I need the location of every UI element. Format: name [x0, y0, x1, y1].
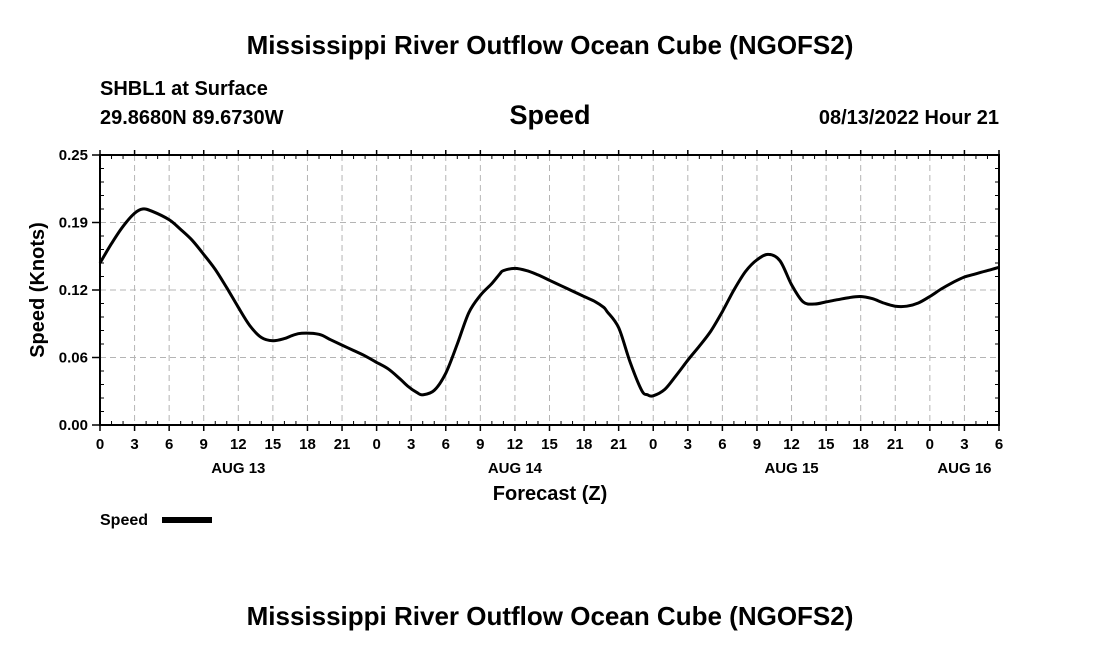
date-labels: AUG 13 AUG 14 AUG 15 AUG 16: [211, 460, 991, 477]
x-tick-label: 18: [852, 436, 869, 453]
x-tick-label: 12: [783, 436, 800, 453]
y-tick-label: 0.06: [59, 350, 88, 367]
x-tick-label: 12: [507, 436, 524, 453]
y-axis-ticks: 0.00 0.06 0.12 0.19 0.25: [59, 147, 100, 434]
x-tick-label: 15: [265, 436, 282, 453]
date-label: AUG 16: [937, 460, 991, 477]
date-label: AUG 13: [211, 460, 265, 477]
x-tick-label: 15: [818, 436, 835, 453]
x-tick-label: 15: [541, 436, 558, 453]
x-tick-label: 12: [230, 436, 247, 453]
y-tick-label: 0.12: [59, 282, 88, 299]
x-tick-label: 6: [165, 436, 173, 453]
x-tick-label: 21: [887, 436, 904, 453]
x-tick-label: 0: [926, 436, 934, 453]
y-axis-label: Speed (Knots): [27, 222, 49, 358]
chart-title: Speed: [509, 100, 590, 130]
y-tick-label: 0.25: [59, 147, 88, 164]
x-tick-label: 18: [576, 436, 593, 453]
date-label: AUG 15: [764, 460, 818, 477]
x-tick-label: 3: [684, 436, 692, 453]
x-tick-label: 0: [96, 436, 104, 453]
station-name: SHBL1 at Surface: [100, 78, 268, 100]
x-tick-label: 21: [610, 436, 627, 453]
x-axis-ticks: 0 3 6 9 12 15 18 21 0 3 6 9 12 15 18 21 0 3 6 9 12 15 18 21 0 3 6: [96, 150, 1003, 453]
y-tick-label: 0.19: [59, 215, 88, 232]
x-tick-label: 6: [442, 436, 450, 453]
x-tick-label: 9: [753, 436, 761, 453]
footer-title: Mississippi River Outflow Ocean Cube (NG…: [247, 601, 854, 631]
legend-label: Speed: [100, 512, 148, 529]
x-tick-label: 3: [960, 436, 968, 453]
y-tick-label: 0.00: [59, 417, 88, 434]
series-layer: [98, 207, 1000, 398]
x-tick-label: 9: [200, 436, 208, 453]
date-label: AUG 14: [488, 460, 543, 477]
x-tick-label: 0: [372, 436, 380, 453]
x-tick-label: 6: [995, 436, 1003, 453]
x-tick-label: 21: [334, 436, 351, 453]
x-tick-label: 6: [718, 436, 726, 453]
x-axis-label: Forecast (Z): [493, 483, 607, 505]
legend: Speed: [100, 512, 212, 529]
x-tick-label: 3: [130, 436, 138, 453]
x-tick-label: 0: [649, 436, 657, 453]
x-tick-label: 9: [476, 436, 484, 453]
forecast-datetime: 08/13/2022 Hour 21: [819, 107, 999, 129]
plot-frame: [99, 154, 1000, 426]
x-tick-label: 3: [407, 436, 415, 453]
x-tick-label: 18: [299, 436, 316, 453]
station-coords: 29.8680N 89.6730W: [100, 107, 284, 129]
page-title: Mississippi River Outflow Ocean Cube (NG…: [247, 30, 854, 60]
series-line-speed: [98, 207, 1000, 398]
grid-lines: [100, 155, 999, 425]
